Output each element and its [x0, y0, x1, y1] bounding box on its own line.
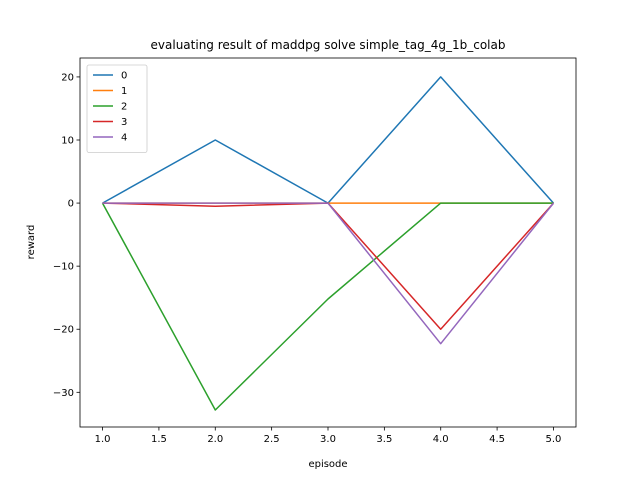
- plot-frame: [79, 57, 577, 428]
- series-line-2: [101, 202, 554, 411]
- y-tick-label: −20: [53, 325, 74, 336]
- x-tick-label: 2.5: [264, 434, 280, 445]
- y-tick-label: −30: [53, 388, 74, 399]
- y-axis-title: reward: [26, 225, 37, 260]
- y-tick-label: −10: [53, 262, 74, 273]
- series-line-3: [102, 202, 555, 330]
- legend: 0 1 2 3 4: [86, 64, 148, 153]
- x-tick-label: 5.0: [546, 434, 562, 445]
- legend-label-4: 4: [121, 133, 127, 144]
- legend-box: [86, 64, 148, 153]
- chart-title: evaluating result of maddpg solve simple…: [151, 38, 506, 52]
- y-axis-ticks: 20 10 0 −10 −20 −30: [53, 72, 80, 399]
- legend-label-1: 1: [121, 86, 127, 97]
- series-line-0: [102, 76, 555, 204]
- x-tick-label: 4.0: [433, 434, 449, 445]
- x-tick-label: 1.0: [95, 434, 111, 445]
- x-tick-label: 1.5: [151, 434, 167, 445]
- x-tick-label: 3.0: [320, 434, 336, 445]
- x-tick-label: 4.5: [489, 434, 505, 445]
- y-tick-label: 10: [61, 136, 74, 147]
- x-tick-label: 3.5: [376, 434, 392, 445]
- legend-label-2: 2: [121, 102, 127, 113]
- series-line-4: [102, 202, 555, 345]
- plot-lines: [101, 76, 555, 411]
- y-tick-label: 0: [68, 199, 74, 210]
- legend-label-0: 0: [121, 71, 127, 82]
- x-tick-label: 2.0: [207, 434, 223, 445]
- legend-label-3: 3: [121, 117, 127, 128]
- x-axis-ticks: 1.0 1.5 2.0 2.5 3.0 3.5 4.0 4.5 5.0: [95, 427, 562, 445]
- x-axis-title: episode: [308, 459, 347, 470]
- y-tick-label: 20: [61, 72, 74, 83]
